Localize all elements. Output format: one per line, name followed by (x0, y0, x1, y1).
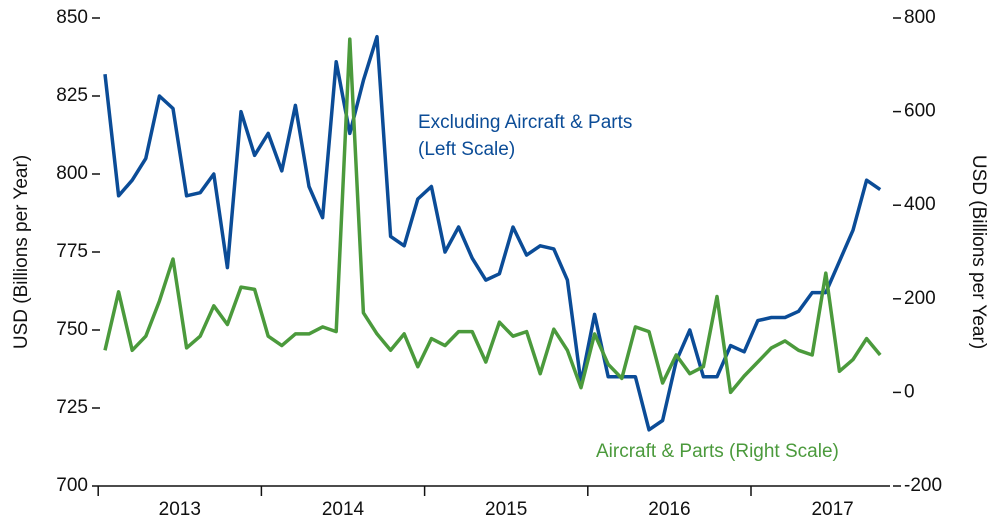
y-tick-label: 750 (56, 319, 88, 340)
annotation: Aircraft & Parts (Right Scale) (596, 441, 839, 462)
annotation: (Left Scale) (418, 139, 515, 160)
x-tick-label: 2016 (648, 499, 690, 520)
y-tick-label: 800 (56, 163, 88, 184)
y2-tick-label: 800 (904, 7, 936, 28)
annotation: Excluding Aircraft & Parts (418, 112, 632, 133)
y2-tick-label: 200 (904, 288, 936, 309)
y2-tick-label: 400 (904, 194, 936, 215)
x-tick-label: 2017 (811, 499, 853, 520)
y2-axis-label: USD (Billions per Year) (968, 155, 989, 349)
series-line (103, 37, 882, 395)
y2-tick-label: 0 (904, 381, 915, 402)
y-tick-label: 850 (56, 7, 88, 28)
x-tick-label: 2014 (322, 499, 365, 520)
x-tick-label: 2013 (159, 499, 201, 520)
y2-tick-label: 600 (904, 101, 936, 122)
series-line (103, 34, 882, 432)
y2-tick-label: -200 (904, 475, 942, 496)
y-tick-label: 775 (56, 241, 88, 262)
y-tick-label: 725 (56, 397, 88, 418)
y-tick-label: 700 (56, 475, 88, 496)
y-axis-label: USD (Billions per Year) (11, 155, 32, 349)
y-tick-label: 825 (56, 85, 88, 106)
x-tick-label: 2015 (485, 499, 527, 520)
